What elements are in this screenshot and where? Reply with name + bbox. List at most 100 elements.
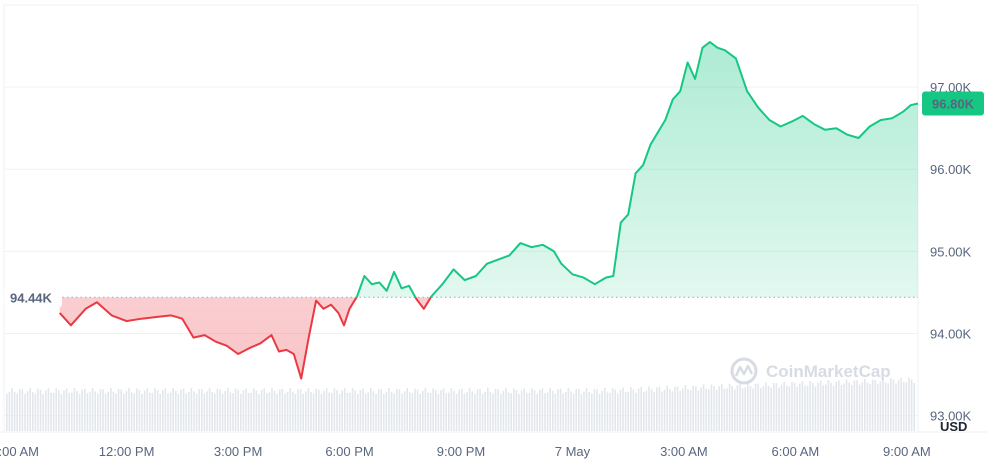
x-tick-label: 9:00 AM	[0, 444, 39, 459]
volume-bar	[8, 391, 11, 431]
volume-bar	[593, 388, 596, 431]
volume-bar	[94, 391, 96, 431]
volume-bar	[666, 385, 668, 431]
volume-bar	[37, 388, 39, 431]
volume-bar	[728, 383, 731, 431]
volume-bar	[406, 388, 408, 431]
volume-bar	[905, 382, 908, 431]
x-tick-label: 7 May	[555, 444, 591, 459]
volume-bar	[297, 389, 299, 431]
volume-bar	[188, 392, 190, 431]
volume-bar	[523, 388, 525, 431]
volume-bar	[565, 392, 567, 431]
volume-bar	[861, 382, 863, 431]
volume-bar	[513, 388, 515, 431]
baseline-label: 94.44K	[10, 290, 53, 305]
volume-bar	[128, 388, 130, 431]
currency-label: USD	[940, 419, 967, 434]
volume-bar	[879, 381, 882, 431]
volume-bar	[435, 390, 437, 431]
volume-bar	[76, 390, 78, 431]
volume-bar	[903, 382, 905, 431]
watermark-text: CoinMarketCap	[766, 362, 891, 381]
volume-bar	[793, 383, 796, 431]
volume-bar	[424, 388, 427, 431]
volume-bar	[281, 388, 284, 431]
volume-bar	[234, 388, 237, 431]
volume-bar	[60, 393, 63, 431]
volume-bar	[305, 391, 307, 431]
volume-bar	[856, 380, 858, 431]
volume-bar	[39, 389, 42, 431]
volume-bar	[333, 388, 336, 431]
volume-bar	[268, 392, 271, 431]
volume-bar	[661, 391, 663, 431]
volume-bar	[843, 383, 845, 431]
volume-bar	[242, 390, 245, 431]
volume-bar	[819, 380, 822, 431]
volume-bar	[604, 387, 606, 431]
volume-bar	[897, 380, 900, 431]
volume-bar	[13, 391, 16, 431]
volume-bar	[294, 393, 297, 431]
volume-bar	[702, 384, 705, 431]
volume-bar	[50, 392, 52, 431]
x-tick-label: 3:00 PM	[214, 444, 262, 459]
volume-bar	[214, 393, 216, 431]
volume-bar	[827, 380, 830, 431]
volume-bar	[221, 393, 224, 431]
volume-bar	[52, 393, 55, 431]
volume-bar	[882, 378, 884, 431]
volume-bar	[718, 386, 720, 431]
volume-bar	[637, 388, 640, 431]
price-line-up	[355, 41, 919, 298]
volume-bar	[227, 388, 229, 431]
volume-bar	[494, 388, 497, 431]
volume-bar	[42, 393, 44, 431]
x-axis: 9:00 AM 12:00 PM 3:00 PM 6:00 PM 9:00 PM 7 Ma…	[0, 444, 931, 459]
volume-bar	[684, 385, 687, 431]
volume-bar	[840, 385, 843, 431]
volume-bar	[383, 393, 385, 431]
volume-bar	[229, 392, 232, 431]
volume-bar	[588, 391, 590, 431]
volume-bar	[102, 389, 104, 431]
volume-bar	[180, 389, 182, 431]
volume-bar	[765, 382, 767, 431]
volume-bar	[367, 392, 369, 431]
volume-bar	[562, 393, 564, 431]
volume-bar	[65, 388, 68, 431]
volume-bar	[791, 381, 793, 431]
volume-bar	[767, 385, 770, 431]
volume-bar	[773, 382, 775, 431]
volume-bar	[541, 388, 544, 431]
volume-bar	[479, 389, 481, 431]
volume-bar	[632, 389, 635, 431]
volume-bar	[708, 389, 710, 431]
volume-bar	[554, 393, 557, 431]
price-areas	[59, 42, 918, 379]
volume-bar	[487, 388, 489, 431]
volume-bar	[799, 383, 801, 431]
volume-bar	[658, 386, 661, 431]
volume-bar	[695, 386, 697, 431]
volume-bar	[575, 389, 577, 431]
volume-bar	[627, 391, 629, 431]
volume-bar	[539, 390, 541, 431]
volume-bar	[461, 388, 463, 431]
volume-bar	[393, 393, 395, 431]
volume-bar	[663, 389, 666, 431]
volume-bar	[255, 390, 258, 431]
volume-bar	[502, 391, 505, 431]
volume-bar	[838, 380, 840, 431]
volume-bar	[409, 392, 411, 431]
volume-bar	[734, 389, 736, 431]
volume-bar	[609, 392, 611, 431]
area-below-baseline	[59, 297, 431, 379]
volume-bar	[640, 387, 642, 431]
volume-bar	[346, 392, 349, 431]
volume-bar	[198, 389, 200, 431]
volume-bar	[307, 388, 310, 431]
volume-bar	[331, 393, 333, 431]
volume-bar	[130, 392, 133, 431]
